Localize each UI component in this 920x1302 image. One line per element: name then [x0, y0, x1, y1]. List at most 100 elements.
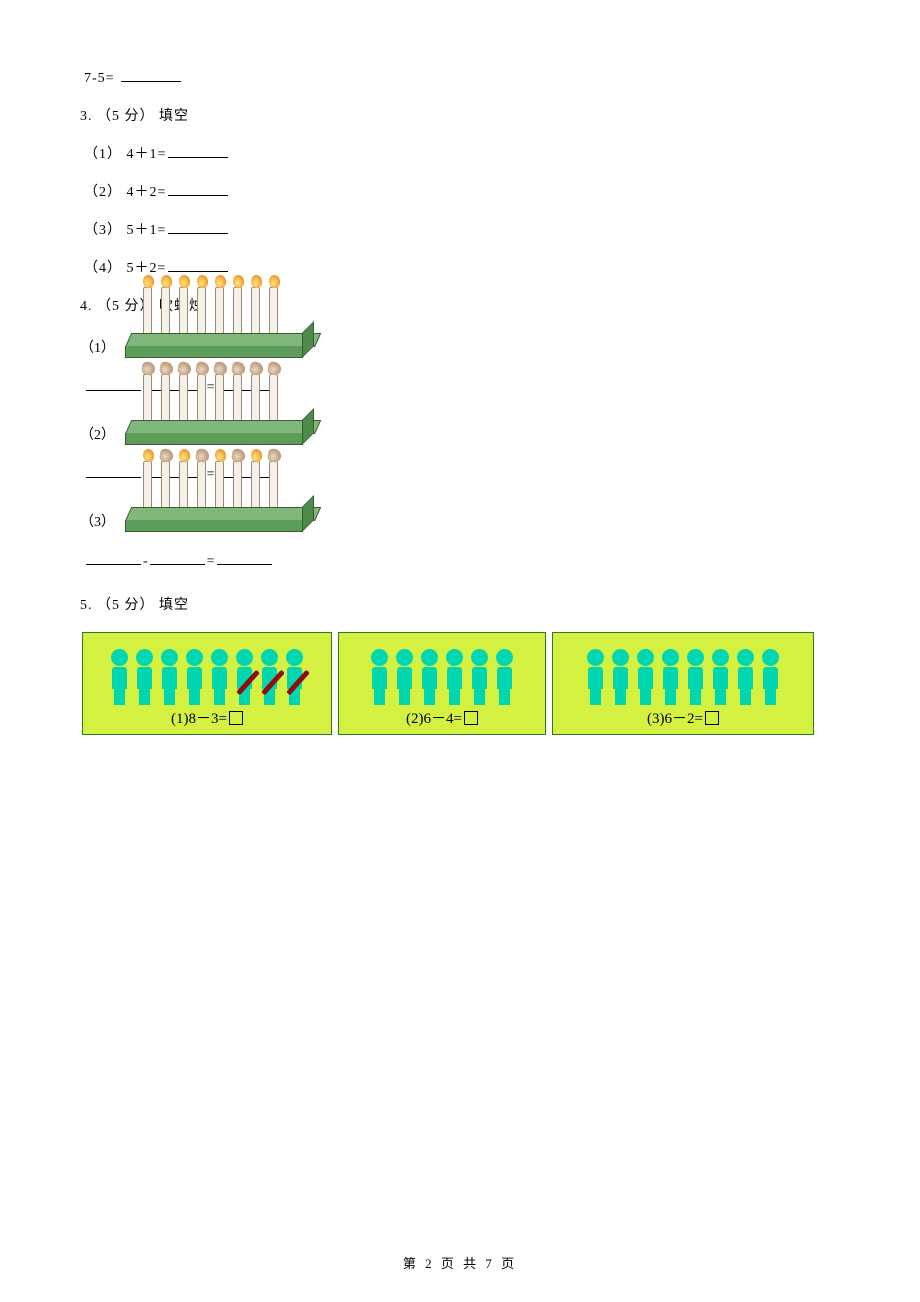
candle-out	[233, 374, 242, 422]
q5-panel-label: (1)8－3=	[93, 707, 321, 728]
person-figure	[209, 649, 231, 705]
q3-item-label: （1）	[84, 147, 122, 162]
q5-panel-text: (2)6－4=	[406, 711, 462, 727]
person-figure	[134, 649, 156, 705]
person-figure	[469, 649, 491, 705]
blank[interactable]	[86, 464, 141, 478]
person-figure	[735, 649, 757, 705]
candle-stand	[125, 420, 315, 446]
q3-item-4: （4） 5＋2=	[84, 257, 840, 277]
q5-figure-row: (1)8－3= (2)6－4= (3)6－2=	[82, 632, 840, 735]
blank[interactable]	[168, 220, 228, 234]
q3-item-expr: 5＋2=	[127, 261, 167, 276]
candle-lit	[161, 287, 170, 335]
person-figure	[494, 649, 516, 705]
person-figure	[159, 649, 181, 705]
person-figure	[660, 649, 682, 705]
q5-figures	[563, 643, 803, 705]
candle-part-label: （3）	[80, 511, 115, 533]
cake-base	[125, 333, 315, 359]
blank[interactable]	[86, 551, 141, 565]
blank[interactable]	[86, 377, 141, 391]
candle-lit	[251, 287, 260, 335]
q5-panel-label: (2)6－4=	[349, 707, 535, 728]
person-figure	[419, 649, 441, 705]
candle-lit	[233, 287, 242, 335]
person-figure	[109, 649, 131, 705]
candle-out	[143, 374, 152, 422]
person-figure	[585, 649, 607, 705]
equals-sign: =	[207, 554, 215, 569]
candle-lit	[179, 287, 188, 335]
q3-item-1: （1） 4＋1=	[84, 143, 840, 163]
worksheet-page: 7-5= 3. （5 分） 填空 （1） 4＋1= （2） 4＋2= （3） 5…	[0, 0, 920, 735]
candle-stand	[125, 507, 315, 533]
candle-lit	[143, 287, 152, 335]
candle-block: （3）-=	[80, 507, 840, 570]
candle-lit	[143, 461, 152, 509]
answer-box[interactable]	[464, 711, 478, 725]
blank[interactable]	[217, 551, 272, 565]
q3-item-label: （2）	[84, 185, 122, 200]
candle-row: （3）	[80, 507, 840, 533]
person-figure	[710, 649, 732, 705]
q3-item-label: （4）	[84, 261, 122, 276]
blank[interactable]	[121, 68, 181, 82]
person-figure	[184, 649, 206, 705]
candle-out	[233, 461, 242, 509]
person-figure	[444, 649, 466, 705]
candle-out	[161, 374, 170, 422]
candle-row: （2）	[80, 420, 840, 446]
q2-tail-expr: 7-5=	[84, 71, 115, 86]
answer-box[interactable]	[229, 711, 243, 725]
q3-item-2: （2） 4＋2=	[84, 181, 840, 201]
candle-out	[215, 374, 224, 422]
candles	[143, 287, 278, 335]
candle-lit	[197, 287, 206, 335]
q3-item-label: （3）	[84, 223, 122, 238]
person-figure	[369, 649, 391, 705]
candle-out	[161, 461, 170, 509]
q5-panel-label: (3)6－2=	[563, 707, 803, 728]
candle-out	[197, 374, 206, 422]
candle-lit	[179, 461, 188, 509]
q3-heading: 3. （5 分） 填空	[80, 105, 840, 125]
q3-item-3: （3） 5＋1=	[84, 219, 840, 239]
q5-figures	[349, 643, 535, 705]
candle-out	[179, 374, 188, 422]
q5-panel-1: (1)8－3=	[82, 632, 332, 735]
q5-panel-text: (1)8－3=	[171, 711, 227, 727]
candle-out	[269, 461, 278, 509]
q3-item-expr: 4＋2=	[127, 185, 167, 200]
cake-base	[125, 420, 315, 446]
q4-container: （1）-=（2）-=（3）-=	[80, 333, 840, 570]
blank[interactable]	[168, 258, 228, 272]
candles	[143, 461, 278, 509]
page-footer: 第 2 页 共 7 页	[0, 1253, 920, 1272]
equation-line: -=	[84, 551, 840, 570]
blank[interactable]	[150, 551, 205, 565]
candle-lit	[215, 287, 224, 335]
minus-sign: -	[143, 554, 148, 569]
candle-part-label: （1）	[80, 337, 115, 359]
blank[interactable]	[168, 144, 228, 158]
person-figure	[760, 649, 782, 705]
candle-lit	[269, 287, 278, 335]
q5-panel-text: (3)6－2=	[647, 711, 703, 727]
candle-row: （1）	[80, 333, 840, 359]
blank[interactable]	[168, 182, 228, 196]
candle-lit	[215, 461, 224, 509]
answer-box[interactable]	[705, 711, 719, 725]
q3-item-expr: 4＋1=	[127, 147, 167, 162]
candle-out	[251, 374, 260, 422]
candle-part-label: （2）	[80, 424, 115, 446]
q5-panel-2: (2)6－4=	[338, 632, 546, 735]
candle-out	[197, 461, 206, 509]
person-figure	[394, 649, 416, 705]
person-figure	[685, 649, 707, 705]
q5-figures	[93, 643, 321, 705]
q3-item-expr: 5＋1=	[127, 223, 167, 238]
candle-stand	[125, 333, 315, 359]
cake-base	[125, 507, 315, 533]
person-figure	[610, 649, 632, 705]
